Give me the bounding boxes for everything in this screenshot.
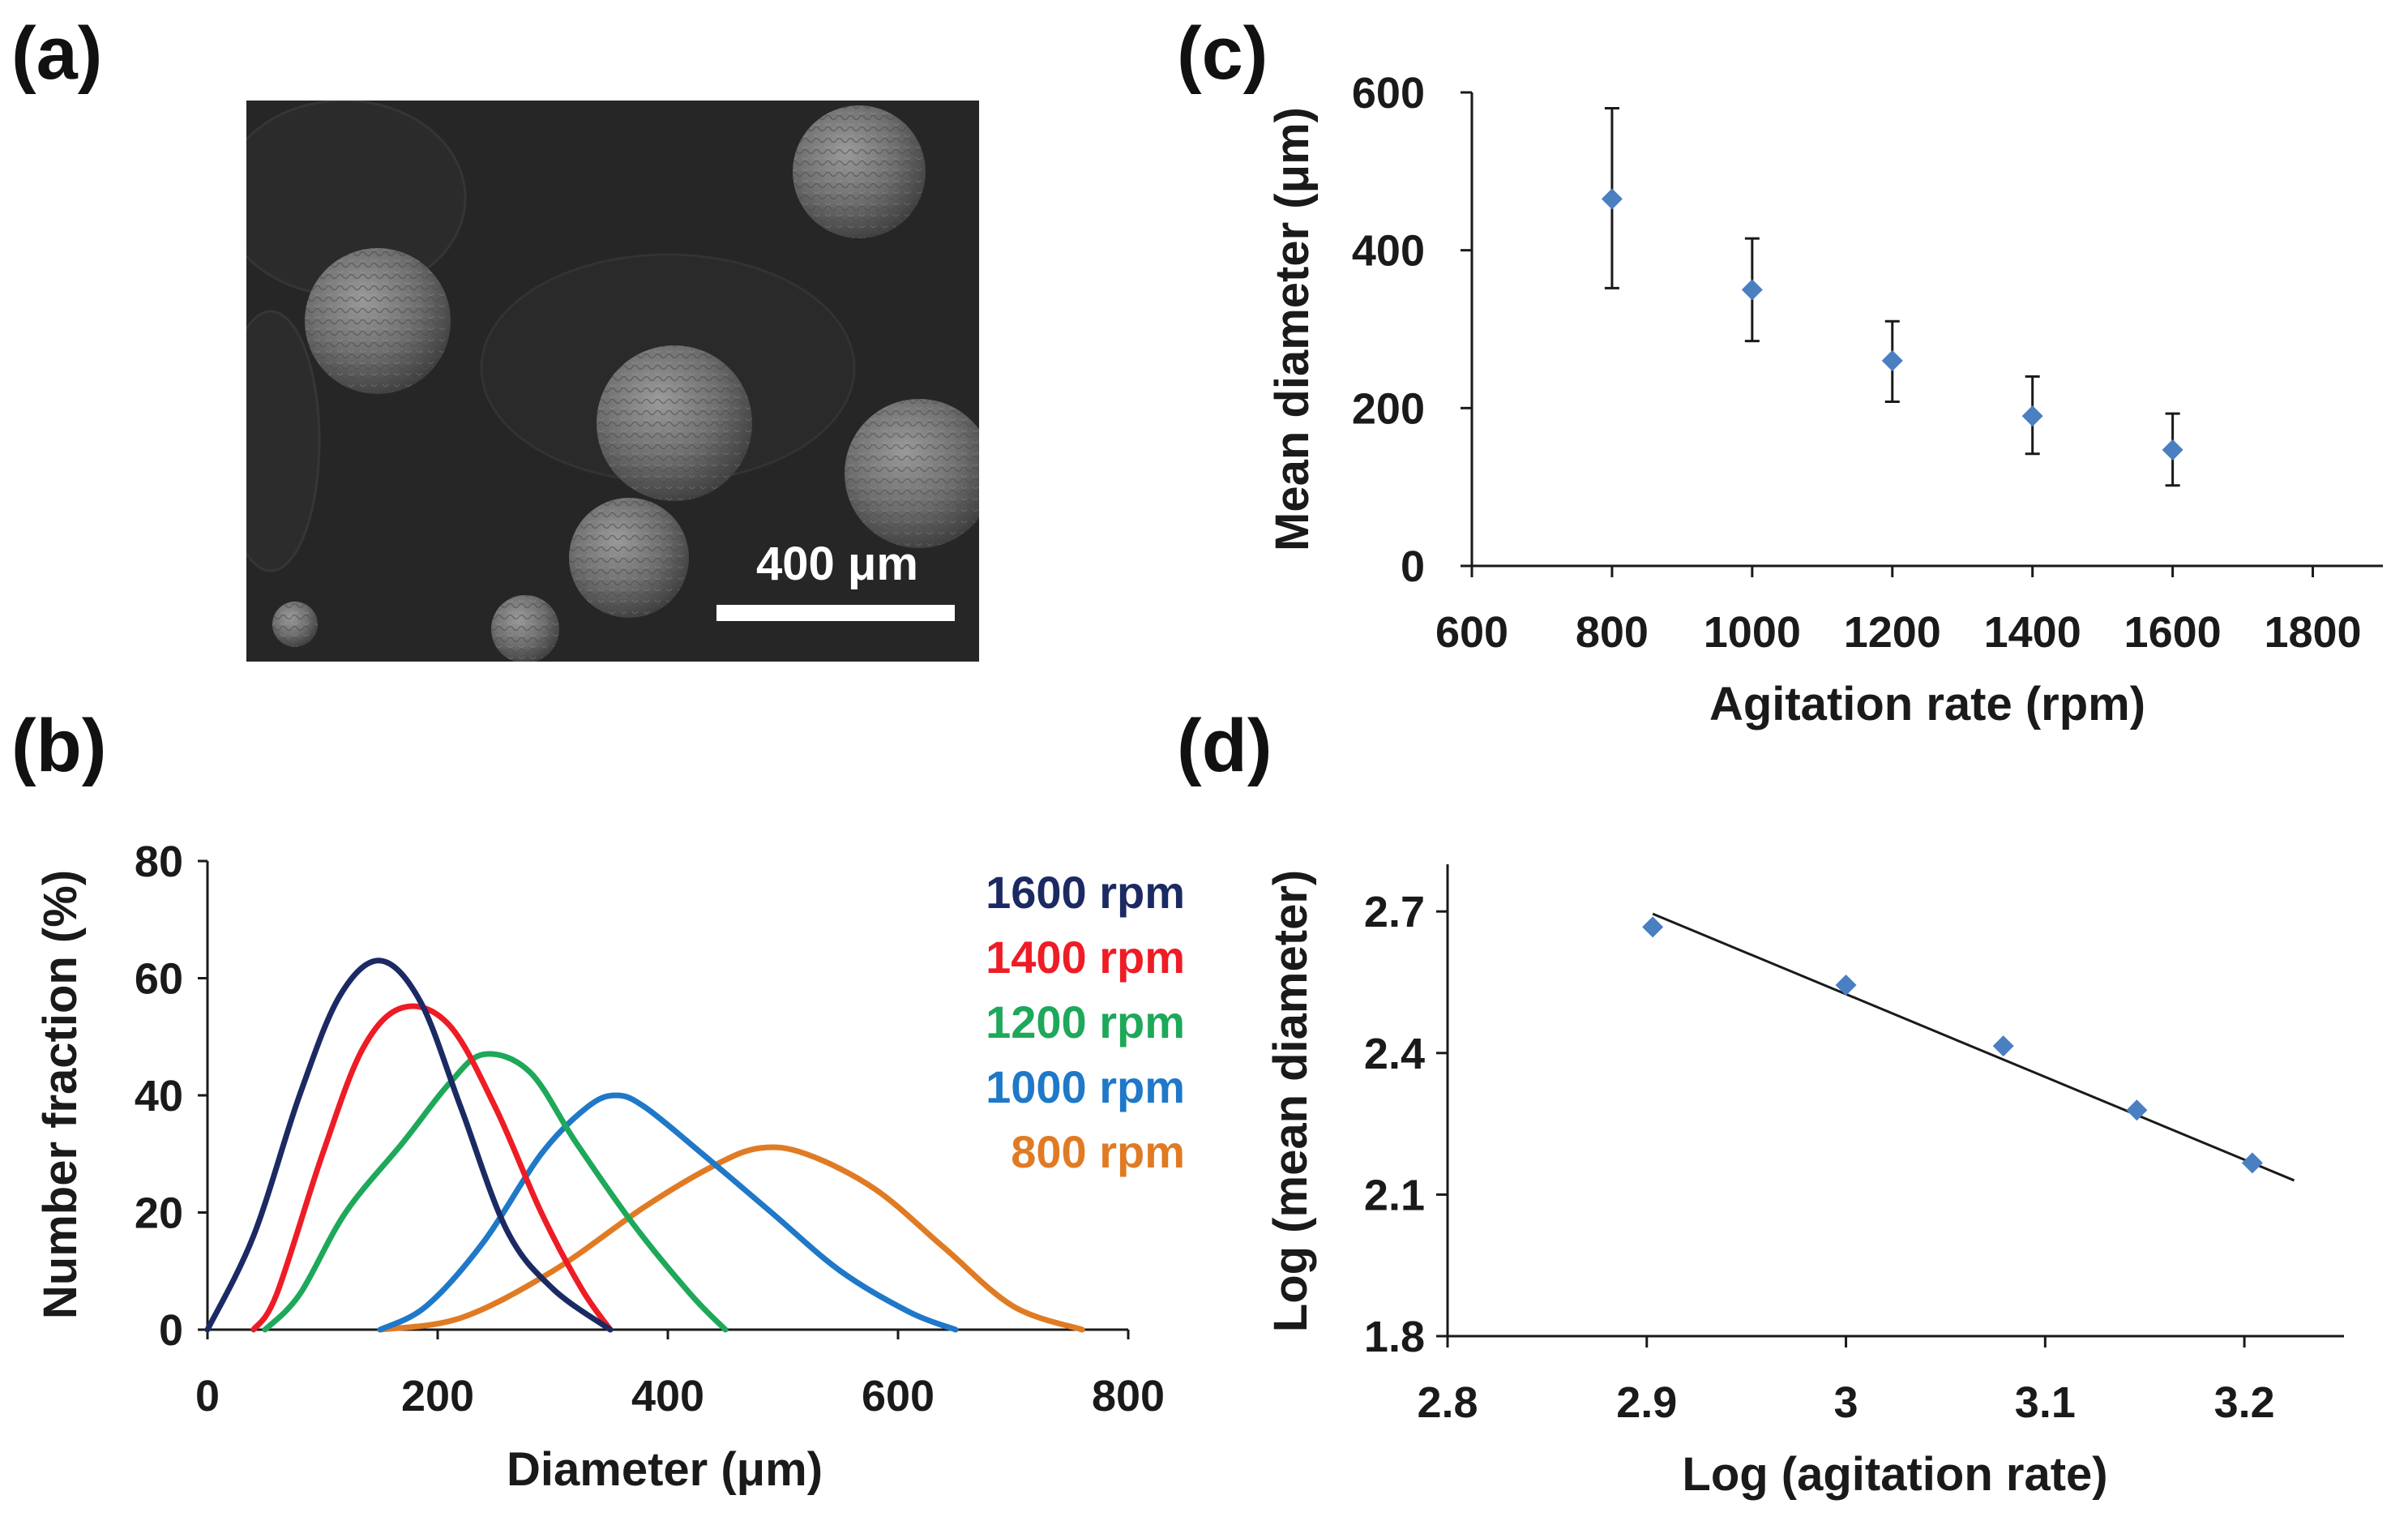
y-tick-label: 600 [1352,69,1425,118]
error-bar [2025,375,2040,456]
x-axis-title: Log (agitation rate) [1682,1448,2107,1501]
x-tick-label: 3 [1834,1378,1858,1427]
data-point [1881,349,1903,371]
y-axis-title: Mean diameter (μm) [1266,107,1319,551]
x-tick-label: 200 [401,1372,474,1420]
x-tick-label: 1600 [2124,608,2222,657]
data-point [1601,188,1623,210]
series-line-1400-rpm [250,1003,614,1333]
legend: 1600 rpm 1400 rpm 1200 rpm 1000 rpm 800 rpm [986,867,1185,1177]
legend-entry: 1600 rpm [986,867,1185,918]
x-tick-label: 1400 [1984,608,2081,657]
y-axis-title: Number fraction (%) [34,870,87,1319]
data-point [2126,1099,2148,1121]
microsphere [305,248,451,394]
axes-b: 0 200 400 600 800 0 20 40 60 80 Diameter (μm) Num… [34,838,1165,1496]
microsphere [491,595,559,662]
panel-label-b: (b) [11,705,107,787]
data-point [2021,405,2043,427]
series-line-1600-rpm [204,958,614,1333]
x-tick-label: 800 [1576,608,1649,657]
fit-line [1652,912,2295,1182]
fit-line-group [1652,912,2295,1182]
x-axis-title: Agitation rate (rpm) [1709,678,2145,731]
y-axis-title: Log (mean diameter) [1264,870,1317,1332]
series-line-800-rpm [377,1144,1085,1333]
x-tick-label: 1800 [2264,608,2361,657]
error-bar [1884,319,1900,404]
y-tick-label: 2.4 [1364,1030,1425,1078]
legend-entry: 1400 rpm [986,932,1185,983]
data-point [1992,1035,2014,1057]
data-point [1741,279,1763,301]
series-line-1000-rpm [377,1092,959,1333]
scale-bar [716,605,955,621]
y-tick-label: 2.7 [1364,888,1425,936]
x-tick-label: 1000 [1704,608,1801,657]
y-tick-label: 0 [159,1306,183,1355]
data-points [1601,106,2183,487]
x-tick-label: 600 [862,1372,935,1420]
y-tick-label: 40 [135,1072,183,1120]
error-bar [1604,106,1619,289]
series-lines [204,958,1085,1333]
x-tick-label: 1200 [1844,608,1941,657]
y-tick-label: 2.1 [1364,1171,1425,1219]
error-bar [2165,412,2180,487]
y-tick-label: 60 [135,955,183,1004]
panel-label-a: (a) [11,12,103,95]
x-tick-label: 2.9 [1616,1378,1677,1427]
microsphere [569,498,689,618]
y-tick-label: 400 [1352,227,1425,276]
x-tick-label: 800 [1092,1372,1165,1420]
background-blob [246,310,321,572]
microsphere [845,399,979,548]
x-tick-label: 600 [1435,608,1508,657]
scale-bar-label: 400 μm [756,538,918,590]
legend-entry: 1200 rpm [986,996,1185,1048]
legend-entry: 1000 rpm [986,1061,1185,1112]
sem-image [246,101,979,662]
sem-micrograph: 400 μm [246,101,979,662]
microsphere [597,345,752,501]
microsphere [272,602,318,647]
data-point [2162,439,2183,461]
y-tick-label: 20 [135,1189,183,1238]
x-tick-label: 2.8 [1417,1378,1478,1427]
series-line-1200-rpm [262,1051,729,1333]
axes-c: 600 800 1000 1200 1400 1600 1800 0 200 400 600 Agi… [1266,69,2383,731]
data-point [1835,974,1857,996]
y-tick-label: 200 [1352,384,1425,433]
y-tick-label: 1.8 [1364,1313,1425,1361]
error-bar [1744,237,1760,343]
panel-label-d: (d) [1177,705,1272,787]
x-axis-title: Diameter (μm) [507,1443,823,1496]
data-points [1642,916,2263,1174]
y-tick-label: 0 [1401,542,1425,591]
microsphere [793,105,926,238]
x-tick-label: 0 [195,1372,220,1420]
y-tick-label: 80 [135,838,183,886]
data-point [2241,1152,2263,1174]
panel-label-c: (c) [1177,12,1268,95]
axes-d: 2.8 2.9 3 3.1 3.2 1.8 2.1 2.4 2.7 Log (agitation… [1264,864,2344,1501]
data-point [1642,916,1664,938]
x-tick-label: 3.1 [2015,1378,2076,1427]
x-tick-label: 400 [631,1372,704,1420]
x-tick-label: 3.2 [2214,1378,2275,1427]
legend-entry: 800 rpm [1011,1126,1185,1177]
